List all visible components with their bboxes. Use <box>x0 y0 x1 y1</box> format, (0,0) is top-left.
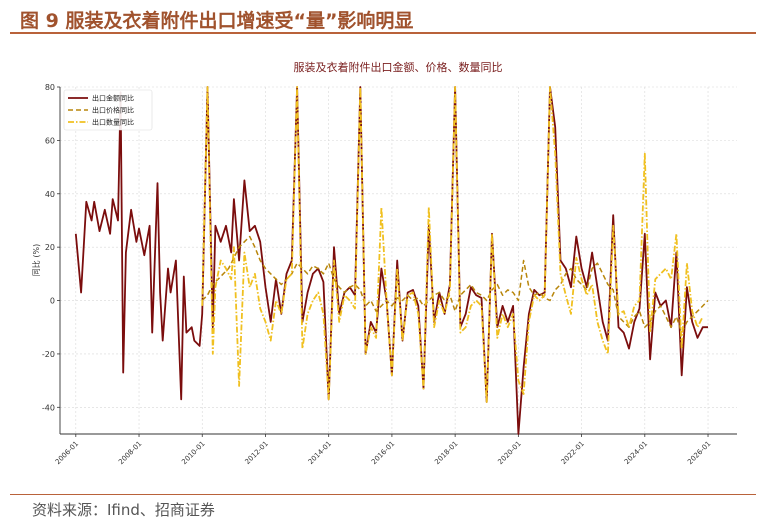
x-tick-label: 2012-01 <box>244 440 270 466</box>
x-tick-label: 2026-01 <box>686 440 712 466</box>
legend-label-volume: 出口数量同比 <box>92 118 134 127</box>
source-divider <box>10 494 756 495</box>
title-underline <box>10 32 756 34</box>
y-tick-label: 40 <box>45 190 55 199</box>
x-tick-label: 2008-01 <box>117 440 143 466</box>
y-tick-label: 60 <box>45 136 55 145</box>
y-tick-label: 20 <box>45 243 55 252</box>
y-axis-label: 同比 (%) <box>31 244 41 276</box>
x-tick-label: 2010-01 <box>180 440 206 466</box>
y-tick-label: -20 <box>42 350 55 359</box>
x-tick-label: 2024-01 <box>623 440 649 466</box>
y-tick-label: 0 <box>50 297 55 306</box>
x-tick-label: 2016-01 <box>370 440 396 466</box>
x-tick-label: 2022-01 <box>560 440 586 466</box>
series-lines <box>74 86 709 435</box>
x-tick-label: 2014-01 <box>307 440 333 466</box>
y-tick-label: 80 <box>45 83 55 92</box>
chart-title: 服装及衣着附件出口金额、价格、数量同比 <box>294 60 503 74</box>
series-line-price <box>201 235 709 334</box>
x-tick-label: 2018-01 <box>433 440 459 466</box>
figure-title: 图 9 服装及衣着附件出口增速受“量”影响明显 <box>20 10 414 32</box>
source-note: 资料来源：Ifind、招商证券 <box>32 501 215 519</box>
x-tick-label: 2006-01 <box>54 440 80 466</box>
grid-lines <box>60 86 737 434</box>
legend-label-price: 出口价格同比 <box>92 106 134 115</box>
x-tick-label: 2020-01 <box>496 440 522 466</box>
series-line-volume <box>201 86 704 403</box>
y-tick-label: -40 <box>42 403 55 412</box>
legend-label-amount: 出口金额同比 <box>92 94 134 103</box>
series-line-amount <box>74 86 708 435</box>
legend-box <box>63 89 153 131</box>
